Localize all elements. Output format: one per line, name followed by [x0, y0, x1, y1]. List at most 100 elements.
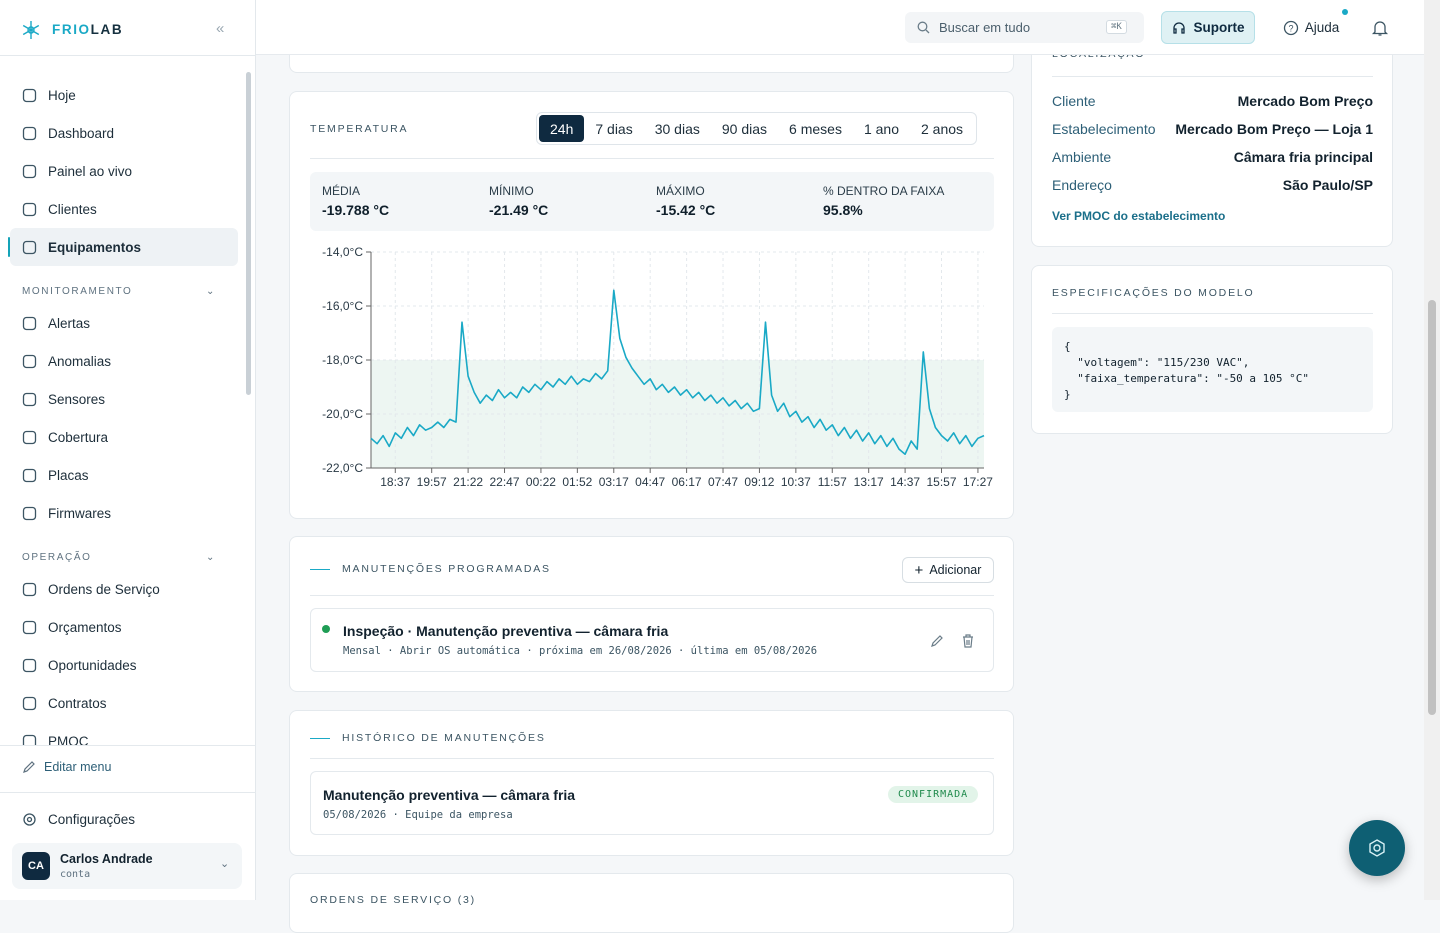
- help-button[interactable]: ? Ajuda: [1276, 11, 1346, 44]
- row-label: Cliente: [1052, 93, 1096, 109]
- divider: [0, 55, 256, 56]
- x-tick-label: 21:22: [453, 475, 483, 489]
- y-tick-label: -18,0°C: [322, 353, 363, 367]
- icon: [1173, 21, 1186, 34]
- x-tick-label: 00:22: [526, 475, 556, 489]
- nav-item[interactable]: Cobertura: [10, 418, 238, 456]
- item-meta: Mensal · Abrir OS automática · próxima e…: [343, 645, 818, 657]
- nav-item[interactable]: Firmwares: [10, 494, 238, 532]
- nav-item[interactable]: Anomalias: [10, 342, 238, 380]
- range-button[interactable]: 30 dias: [654, 120, 700, 137]
- nav-item[interactable]: Contratos: [10, 684, 238, 722]
- section-title[interactable]: MONITORAMENTO ⌄: [0, 278, 248, 304]
- x-tick-label: 15:57: [926, 475, 956, 489]
- range-button[interactable]: 7 dias: [595, 120, 633, 137]
- pmoc-link[interactable]: Ver PMOC do estabelecimento: [1052, 209, 1226, 223]
- stat-value: -15.42 °C: [656, 202, 716, 218]
- divider: [310, 758, 994, 759]
- item-title: Manutenção preventiva — câmara fria: [323, 787, 576, 803]
- user-role: conta: [60, 869, 91, 880]
- brand-b: LAB: [90, 22, 124, 37]
- support-button[interactable]: Suporte: [1161, 11, 1255, 44]
- support-label: Suporte: [1193, 20, 1245, 35]
- edit-button[interactable]: [929, 633, 945, 649]
- nav-label: Contratos: [48, 695, 107, 711]
- row-value: São Paulo/SP: [1282, 177, 1373, 193]
- assistant-button[interactable]: [1349, 820, 1405, 876]
- nav-label: Orçamentos: [48, 619, 122, 635]
- code-line: }: [1064, 388, 1071, 401]
- nav-item[interactable]: PMOC: [10, 722, 238, 745]
- search-box[interactable]: Buscar em tudo ⌘K: [905, 12, 1144, 43]
- stat-label: MÁXIMO: [656, 184, 705, 198]
- code-line: "faixa_temperatura": "-50 a 105 °C": [1064, 372, 1310, 385]
- nav-item[interactable]: Ordens de Serviço: [10, 570, 238, 608]
- y-tick-label: -22,0°C: [322, 461, 363, 475]
- icon: [22, 658, 37, 672]
- card-title: TEMPERATURA: [310, 123, 409, 135]
- scrollbar: [1424, 0, 1440, 900]
- settings[interactable]: Configurações: [22, 812, 135, 827]
- notification-dot: [1342, 9, 1348, 15]
- logo-icon: [22, 21, 40, 39]
- nav-item[interactable]: Clientes: [10, 190, 238, 228]
- scrollbar-thumb[interactable]: [1428, 300, 1436, 715]
- section-title[interactable]: OPERAÇÃO ⌄: [0, 544, 248, 570]
- title-accent: [310, 569, 330, 570]
- nav-item[interactable]: Dashboard: [10, 114, 238, 152]
- nav-item[interactable]: Sensores: [10, 380, 238, 418]
- icon: [22, 126, 37, 140]
- range-button[interactable]: 2 anos: [921, 120, 964, 137]
- nav-item[interactable]: Hoje: [10, 76, 238, 114]
- card-title: HISTÓRICO DE MANUTENÇÕES: [342, 732, 546, 744]
- icon: [22, 354, 37, 368]
- x-tick-label: 14:37: [890, 475, 920, 489]
- x-tick-label: 06:17: [672, 475, 702, 489]
- range-button[interactable]: 1 ano: [863, 120, 899, 137]
- divider: [0, 745, 256, 746]
- nav-label: PMOC: [48, 733, 89, 746]
- x-tick-label: 11:57: [818, 475, 847, 489]
- scheduled-item[interactable]: Inspeção · Manutenção preventiva — câmar…: [310, 608, 994, 672]
- header: Buscar em tudo ⌘K Suporte ? Ajuda: [256, 0, 1424, 55]
- settings-label: Configurações: [48, 812, 136, 827]
- x-tick-label: 10:37: [781, 475, 811, 489]
- nav-item[interactable]: Alertas: [10, 304, 238, 342]
- stat-label: MÉDIA: [322, 184, 361, 198]
- nav-item[interactable]: Painel ao vivo: [10, 152, 238, 190]
- nav-label: Sensores: [48, 391, 106, 407]
- collapse-button[interactable]: «: [216, 20, 225, 37]
- x-tick-label: 01:52: [562, 475, 592, 489]
- edit-menu[interactable]: Editar menu: [22, 760, 111, 774]
- history-item[interactable]: Manutenção preventiva — câmara fria 05/0…: [310, 771, 994, 835]
- nav-item[interactable]: Placas: [10, 456, 238, 494]
- icon: [22, 392, 37, 406]
- nav-label: Hoje: [48, 87, 76, 103]
- edit-menu-label: Editar menu: [44, 760, 112, 774]
- range-button[interactable]: 6 meses: [789, 120, 842, 137]
- icon: [23, 761, 35, 773]
- item-meta: 05/08/2026 · Equipe da empresa: [323, 809, 513, 821]
- chevron: ⌄: [220, 858, 230, 870]
- nav-item[interactable]: Equipamentos: [8, 228, 238, 266]
- user-box[interactable]: CA Carlos Andrade conta ⌄: [12, 843, 242, 889]
- chart: -22,0°C -20,0°C -18,0°C -16,0°C -14,0°C 18:37…: [322, 245, 993, 489]
- nav-item[interactable]: Oportunidades: [10, 646, 238, 684]
- temperature-line: [370, 289, 985, 455]
- nav-label: Ordens de Serviço: [48, 581, 160, 597]
- range-button[interactable]: 90 dias: [721, 120, 768, 137]
- sidebar: FRIOLAB « Hoje Dashboard Painel ao vivo Cli…: [0, 0, 256, 900]
- add-button[interactable]: + Adicionar: [902, 557, 994, 583]
- bell-button[interactable]: [1371, 19, 1389, 37]
- add-label: Adicionar: [929, 563, 982, 577]
- search-placeholder: Buscar em tudo: [939, 20, 1031, 35]
- brand: FRIOLAB: [52, 22, 123, 37]
- shortcut: ⌘K: [1106, 20, 1127, 34]
- x-tick-label: 04:47: [635, 475, 665, 489]
- status-badge: CONFIRMADA: [888, 786, 979, 803]
- delete-button[interactable]: [961, 633, 975, 649]
- history-card: HISTÓRICO DE MANUTENÇÕES Manutenção prev…: [289, 710, 1014, 856]
- nav-item[interactable]: Orçamentos: [10, 608, 238, 646]
- range-button[interactable]: 24h: [539, 115, 585, 142]
